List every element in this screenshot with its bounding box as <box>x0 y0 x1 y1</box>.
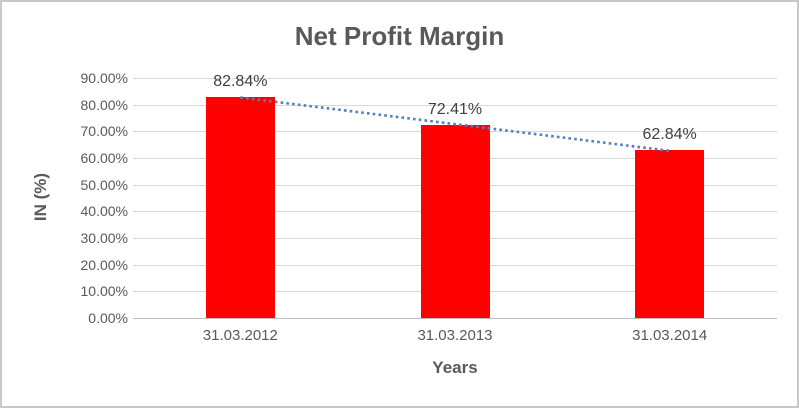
gridline <box>133 78 777 79</box>
bar-value-label: 82.84% <box>213 73 268 91</box>
y-tick-label: 50.00% <box>80 176 128 193</box>
x-axis-title: Years <box>432 358 478 377</box>
y-tick-label: 30.00% <box>80 230 128 246</box>
chart-title: Net Profit Margin <box>294 21 505 51</box>
x-tick-label: 31.03.2014 <box>632 327 708 344</box>
bar-value-label: 72.41% <box>427 100 483 118</box>
plot-area: 82.84% 72.41% 62.84% <box>133 73 777 319</box>
x-tick-label: 31.03.2013 <box>417 327 493 344</box>
bar-value-label: 62.84% <box>642 126 697 144</box>
y-tick-label: 40.00% <box>80 203 128 220</box>
y-tick-label: 10.00% <box>80 283 128 300</box>
y-tick-label: 70.00% <box>80 123 128 140</box>
x-tick-label: 31.03.2012 <box>202 327 278 344</box>
y-tick-label: 60.00% <box>80 150 128 166</box>
y-tick-label: 90.00% <box>80 70 128 86</box>
bar <box>420 124 490 318</box>
bar <box>635 150 705 318</box>
y-axis-title: IN (%) <box>26 78 56 316</box>
y-tick-label: 80.00% <box>80 96 128 113</box>
y-tick-label: 0.00% <box>88 310 128 326</box>
x-axis-line <box>133 318 777 319</box>
y-tick-label: 20.00% <box>80 256 128 273</box>
bar <box>205 97 275 318</box>
